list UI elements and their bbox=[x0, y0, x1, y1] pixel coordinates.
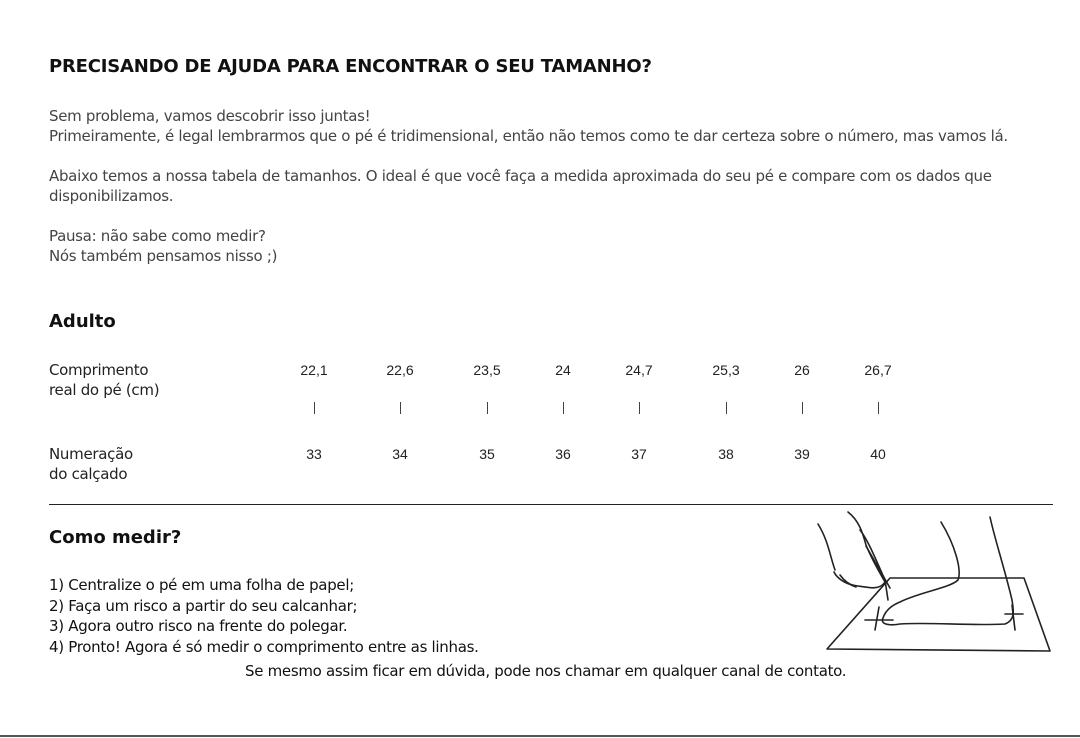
column-tick bbox=[726, 402, 727, 414]
heel-mark bbox=[1004, 604, 1024, 631]
section-title-adult: Adulto bbox=[49, 311, 116, 332]
step-4: 4) Pronto! Agora é só medir o compriment… bbox=[49, 638, 479, 656]
foot-length-cell: 24,7 bbox=[625, 362, 653, 378]
step-1: 1) Centralize o pé em uma folha de papel… bbox=[49, 576, 354, 594]
shoe-size-cell: 39 bbox=[794, 446, 810, 462]
foot-length-cell: 24 bbox=[555, 362, 571, 378]
pause-line-1: Pausa: não sabe como medir? bbox=[49, 227, 266, 245]
column-tick bbox=[314, 402, 315, 414]
column-tick bbox=[563, 402, 564, 414]
foot-length-cell: 26 bbox=[794, 362, 810, 378]
column-tick bbox=[487, 402, 488, 414]
foot-length-cell: 22,1 bbox=[300, 362, 328, 378]
foot-length-cell: 22,6 bbox=[386, 362, 414, 378]
footer-note: Se mesmo assim ficar em dúvida, pode nos… bbox=[245, 662, 847, 680]
pause-line-2: Nós também pensamos nisso ;) bbox=[49, 247, 278, 265]
shoe-size-cell: 40 bbox=[870, 446, 886, 462]
size-label-1: Numeração bbox=[49, 445, 133, 463]
intro-line-1: Sem problema, vamos descobrir isso junta… bbox=[49, 107, 371, 125]
intro-line-2: Primeiramente, é legal lembrarmos que o … bbox=[49, 127, 1008, 145]
foot-length-cell: 25,3 bbox=[712, 362, 740, 378]
section-title-how-to-measure: Como medir? bbox=[49, 527, 182, 548]
table-intro-line-1: Abaixo temos a nossa tabela de tamanhos.… bbox=[49, 167, 992, 185]
column-tick bbox=[802, 402, 803, 414]
column-tick bbox=[878, 402, 879, 414]
toe-mark bbox=[864, 606, 894, 631]
foot-length-cell: 23,5 bbox=[473, 362, 501, 378]
shoe-size-cell: 38 bbox=[718, 446, 734, 462]
page-title: PRECISANDO DE AJUDA PARA ENCONTRAR O SEU… bbox=[49, 56, 652, 77]
column-tick bbox=[639, 402, 640, 414]
shoe-size-cell: 36 bbox=[555, 446, 571, 462]
divider bbox=[49, 504, 1053, 505]
step-3: 3) Agora outro risco na frente do polega… bbox=[49, 617, 348, 635]
shoe-size-cell: 33 bbox=[306, 446, 322, 462]
foot-length-cell: 26,7 bbox=[864, 362, 892, 378]
size-label-2: do calçado bbox=[49, 465, 128, 483]
shoe-size-cell: 37 bbox=[631, 446, 647, 462]
foot-outline bbox=[881, 516, 1015, 626]
length-label-1: Comprimento bbox=[49, 361, 149, 379]
table-intro-line-2: disponibilizamos. bbox=[49, 187, 174, 205]
shoe-size-cell: 35 bbox=[479, 446, 495, 462]
bottom-border bbox=[0, 735, 1080, 737]
shoe-size-cell: 34 bbox=[392, 446, 408, 462]
step-2: 2) Faça um risco a partir do seu calcanh… bbox=[49, 597, 358, 615]
length-label-2: real do pé (cm) bbox=[49, 381, 160, 399]
paper-sheet bbox=[826, 577, 1051, 652]
column-tick bbox=[400, 402, 401, 414]
